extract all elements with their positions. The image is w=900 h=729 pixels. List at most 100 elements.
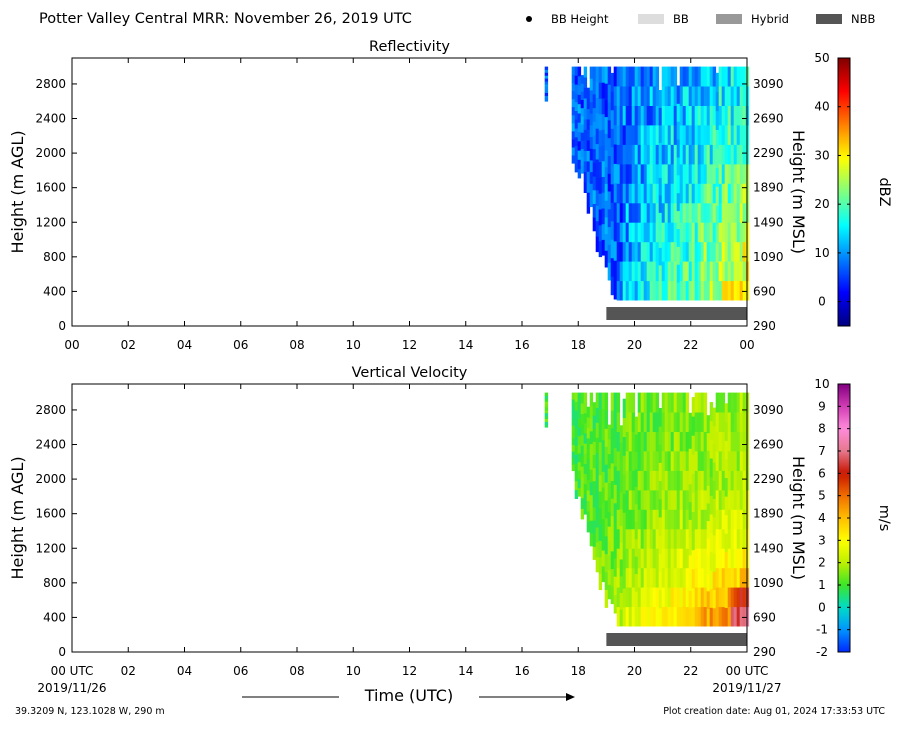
heatmap-cell <box>640 261 645 282</box>
heatmap-cell <box>655 202 660 223</box>
heatmap-cell <box>607 569 612 585</box>
heatmap-cell <box>625 392 630 413</box>
heatmap-cell <box>712 498 717 518</box>
heatmap-cell <box>622 105 627 126</box>
heatmap-cell <box>670 280 675 301</box>
heatmap-cell <box>694 163 699 184</box>
heatmap-cell <box>727 489 732 510</box>
heatmap-cell <box>580 165 585 174</box>
heatmap-cell <box>685 470 690 491</box>
heatmap-cell <box>670 567 675 588</box>
heatmap-cell <box>643 451 648 471</box>
heatmap-cell <box>724 477 729 497</box>
heatmap-cell <box>709 125 714 145</box>
y-tick-label: 1200 <box>35 215 66 229</box>
heatmap-cell <box>643 86 648 106</box>
heatmap-cell <box>715 148 720 168</box>
heatmap-cell <box>742 509 747 530</box>
heatmap-cell <box>583 119 588 130</box>
heatmap-cell <box>619 492 624 510</box>
heatmap-cell <box>649 125 654 145</box>
heatmap-cell <box>724 607 729 627</box>
heatmap-cell <box>730 509 735 530</box>
heatmap-cell <box>703 509 708 530</box>
heatmap-cell <box>685 86 690 106</box>
heatmap-cell <box>544 81 549 85</box>
heatmap-cell <box>646 86 651 106</box>
heatmap-cell <box>655 470 660 491</box>
heatmap-cell <box>601 392 606 409</box>
time-axis-label: Time (UTC) <box>364 686 453 705</box>
colorbar-tick-label: 1 <box>818 578 826 592</box>
heatmap-cell <box>724 183 729 204</box>
heatmap-cell <box>646 66 651 87</box>
heatmap-cell <box>712 241 717 262</box>
heatmap-cell <box>658 607 663 627</box>
heatmap-cell <box>544 98 549 102</box>
heatmap-cell <box>592 176 597 191</box>
heatmap-cell <box>613 260 618 281</box>
heatmap-cell <box>727 183 732 204</box>
heatmap-cell <box>703 606 708 627</box>
colorbar-label: m/s <box>876 505 892 532</box>
heatmap-cell <box>607 173 612 192</box>
heatmap-cell <box>637 587 642 608</box>
heatmap-cell <box>688 412 693 431</box>
heatmap-cell <box>706 241 711 262</box>
heatmap-cell <box>640 451 645 471</box>
start-date-label: 2019/11/26 <box>37 681 106 695</box>
heatmap-cell <box>619 144 624 165</box>
heatmap-cell <box>661 183 666 204</box>
heatmap-cell <box>664 222 669 243</box>
heatmap-cell <box>616 144 621 165</box>
heatmap-cell <box>712 280 717 301</box>
heatmap-cell <box>631 144 636 165</box>
heatmap-cell <box>700 567 705 588</box>
heatmap-cell <box>733 587 738 608</box>
heatmap-cell <box>655 509 660 530</box>
heatmap-cell <box>607 226 612 245</box>
heatmap-cell <box>610 480 615 499</box>
heatmap-cell <box>724 66 729 87</box>
heatmap-cell <box>706 183 711 204</box>
heatmap-cell <box>676 210 681 229</box>
heatmap-cell <box>649 202 654 223</box>
heatmap-cell <box>586 521 591 533</box>
heatmap-cell <box>637 528 642 549</box>
heatmap-cell <box>649 509 654 530</box>
heatmap-cell <box>682 241 687 262</box>
heatmap-cell <box>625 105 630 126</box>
heatmap-cell <box>706 432 711 451</box>
heatmap-cell <box>589 160 594 173</box>
heatmap-cell <box>634 521 639 540</box>
heatmap-cell <box>688 86 693 106</box>
heatmap-cell <box>643 202 648 223</box>
heatmap-cell <box>679 451 684 471</box>
heatmap-cell <box>571 82 576 92</box>
heatmap-cell <box>694 261 699 282</box>
heatmap-cell <box>712 202 717 223</box>
heatmap-cell <box>643 489 648 510</box>
heatmap-cell <box>631 567 636 588</box>
heatmap-cell <box>733 144 738 165</box>
heatmap-cell <box>622 531 627 551</box>
heatmap-cell <box>688 501 693 520</box>
heatmap-cell <box>736 431 741 452</box>
heatmap-cell <box>577 140 582 151</box>
heatmap-cell <box>619 66 624 87</box>
x-tick-label: 14 <box>458 338 473 352</box>
heatmap-cell <box>664 606 669 627</box>
heatmap-cell <box>586 181 591 193</box>
heatmap-cell <box>724 496 729 516</box>
heatmap-cell <box>700 587 705 608</box>
heatmap-cell <box>712 444 717 463</box>
heatmap-cell <box>661 202 666 223</box>
colorbar-tick-label: 8 <box>818 422 826 436</box>
heatmap-cell <box>736 509 741 530</box>
legend-label: NBB <box>851 12 875 26</box>
y-tick-label: 800 <box>43 576 66 590</box>
heatmap-cell <box>673 105 678 126</box>
heatmap-cell <box>667 567 672 588</box>
colorbar-tick-label: 4 <box>818 511 826 525</box>
heatmap-cell <box>622 163 627 184</box>
